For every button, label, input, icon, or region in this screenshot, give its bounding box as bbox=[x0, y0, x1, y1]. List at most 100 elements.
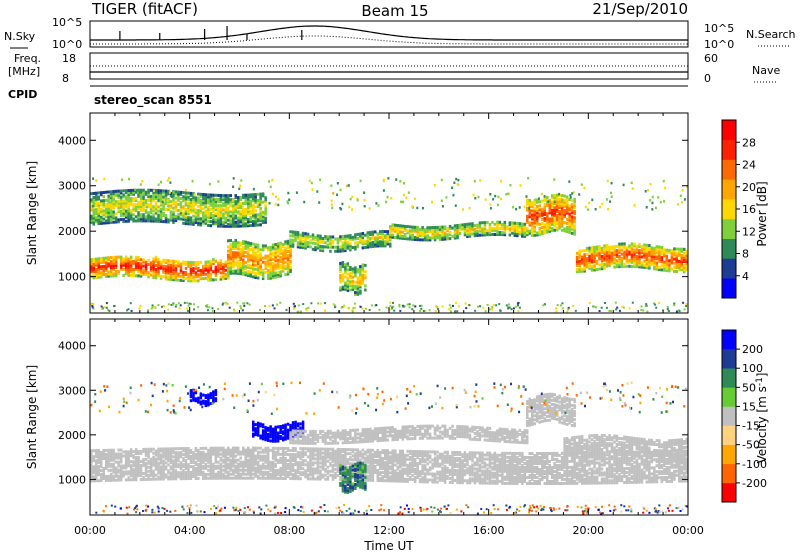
heatmap-cell bbox=[242, 477, 245, 480]
heatmap-cell bbox=[135, 448, 138, 451]
heatmap-cell bbox=[177, 463, 180, 466]
heatmap-cell bbox=[227, 206, 230, 209]
heatmap-cell bbox=[167, 463, 170, 466]
heatmap-cell bbox=[202, 265, 205, 268]
heatmap-noise bbox=[647, 189, 649, 192]
heatmap-cell bbox=[539, 204, 542, 207]
heatmap-cell bbox=[494, 223, 497, 226]
heatmap-cell bbox=[220, 457, 223, 460]
heatmap-cell bbox=[354, 242, 357, 245]
heatmap-cell bbox=[643, 264, 646, 267]
heatmap-noise bbox=[287, 202, 289, 205]
colorbar-tick-label: 8 bbox=[742, 248, 749, 261]
heatmap-cell bbox=[563, 195, 566, 198]
heatmap-cell bbox=[591, 265, 594, 268]
heatmap-cell bbox=[195, 261, 198, 264]
heatmap-noise bbox=[139, 202, 141, 205]
heatmap-cell bbox=[207, 260, 210, 263]
heatmap-noise bbox=[169, 181, 171, 184]
heatmap-cell bbox=[172, 207, 175, 210]
heatmap-cell bbox=[324, 241, 327, 244]
heatmap-cell bbox=[177, 451, 180, 454]
heatmap-cell bbox=[197, 197, 200, 200]
heatmap-noise bbox=[348, 307, 350, 309]
heatmap-cell bbox=[225, 225, 228, 228]
heatmap-cell bbox=[307, 461, 310, 464]
heatmap-cell bbox=[122, 464, 125, 467]
heatmap-cell bbox=[152, 470, 155, 473]
heatmap-cell bbox=[135, 256, 138, 259]
heatmap-cell bbox=[611, 245, 614, 248]
heatmap-cell bbox=[220, 259, 223, 262]
heatmap-cell bbox=[182, 457, 185, 460]
heatmap-cell bbox=[187, 463, 190, 466]
colorbar-tick-label: 4 bbox=[742, 270, 749, 283]
heatmap-noise bbox=[170, 304, 172, 306]
freq-label-2: [MHz] bbox=[8, 65, 40, 78]
heatmap-cell bbox=[282, 447, 285, 450]
heatmap-cell bbox=[105, 199, 108, 202]
heatmap-cell bbox=[197, 261, 200, 264]
heatmap-cell bbox=[676, 270, 679, 273]
heatmap-cell bbox=[155, 264, 158, 267]
heatmap-noise bbox=[167, 193, 169, 196]
heatmap-noise bbox=[101, 306, 103, 308]
heatmap-cell bbox=[618, 243, 621, 246]
heatmap-noise bbox=[569, 194, 571, 197]
heatmap-noise bbox=[400, 201, 402, 204]
heatmap-cell bbox=[302, 459, 305, 462]
heatmap-cell bbox=[147, 203, 150, 206]
heatmap-cell bbox=[103, 199, 106, 202]
heatmap-cell bbox=[103, 222, 106, 225]
heatmap-cell bbox=[185, 191, 188, 194]
heatmap-noise bbox=[442, 306, 444, 308]
heatmap-noise bbox=[517, 310, 519, 312]
heatmap-noise bbox=[474, 310, 476, 312]
heatmap-cell bbox=[235, 455, 238, 458]
heatmap-cell bbox=[304, 232, 307, 235]
nsearch-tick-bottom: 10^0 bbox=[704, 38, 734, 51]
heatmap-cell bbox=[137, 450, 140, 453]
heatmap-cell bbox=[207, 473, 210, 476]
heatmap-noise bbox=[296, 191, 298, 194]
heatmap-cell bbox=[107, 262, 110, 265]
heatmap-cell bbox=[195, 453, 198, 456]
heatmap-noise bbox=[167, 199, 169, 202]
heatmap-cell bbox=[444, 232, 447, 235]
heatmap-noise bbox=[162, 201, 164, 204]
heatmap-cell bbox=[212, 194, 215, 197]
heatmap-cell bbox=[327, 448, 330, 451]
heatmap-cell bbox=[98, 202, 101, 205]
heatmap-cell bbox=[167, 259, 170, 262]
heatmap-noise bbox=[595, 306, 597, 308]
heatmap-cell bbox=[190, 449, 193, 452]
heatmap-noise bbox=[623, 184, 625, 187]
heatmap-cell bbox=[364, 234, 367, 237]
heatmap-cell bbox=[142, 458, 145, 461]
heatmap-cell bbox=[93, 196, 96, 199]
heatmap-cell bbox=[499, 227, 502, 230]
heatmap-noise bbox=[667, 308, 669, 310]
heatmap-cell bbox=[182, 463, 185, 466]
heatmap-cell bbox=[529, 230, 532, 233]
heatmap-noise bbox=[581, 183, 583, 186]
heatmap-noise bbox=[193, 303, 195, 305]
heatmap-noise bbox=[379, 309, 381, 311]
heatmap-cell bbox=[235, 270, 238, 273]
heatmap-cell bbox=[202, 471, 205, 474]
heatmap-cell bbox=[536, 205, 539, 208]
heatmap-cell bbox=[225, 217, 228, 220]
heatmap-cell bbox=[656, 245, 659, 248]
heatmap-cell bbox=[451, 235, 454, 238]
heatmap-noise bbox=[268, 180, 270, 183]
heatmap-cell bbox=[658, 266, 661, 269]
heatmap-cell bbox=[147, 460, 150, 463]
heatmap-noise bbox=[473, 194, 475, 197]
heatmap-cell bbox=[195, 209, 198, 212]
heatmap-noise bbox=[609, 200, 611, 203]
heatmap-noise bbox=[168, 303, 170, 305]
heatmap-cell bbox=[242, 194, 245, 197]
colorbar-tick-label: 20 bbox=[742, 181, 756, 194]
